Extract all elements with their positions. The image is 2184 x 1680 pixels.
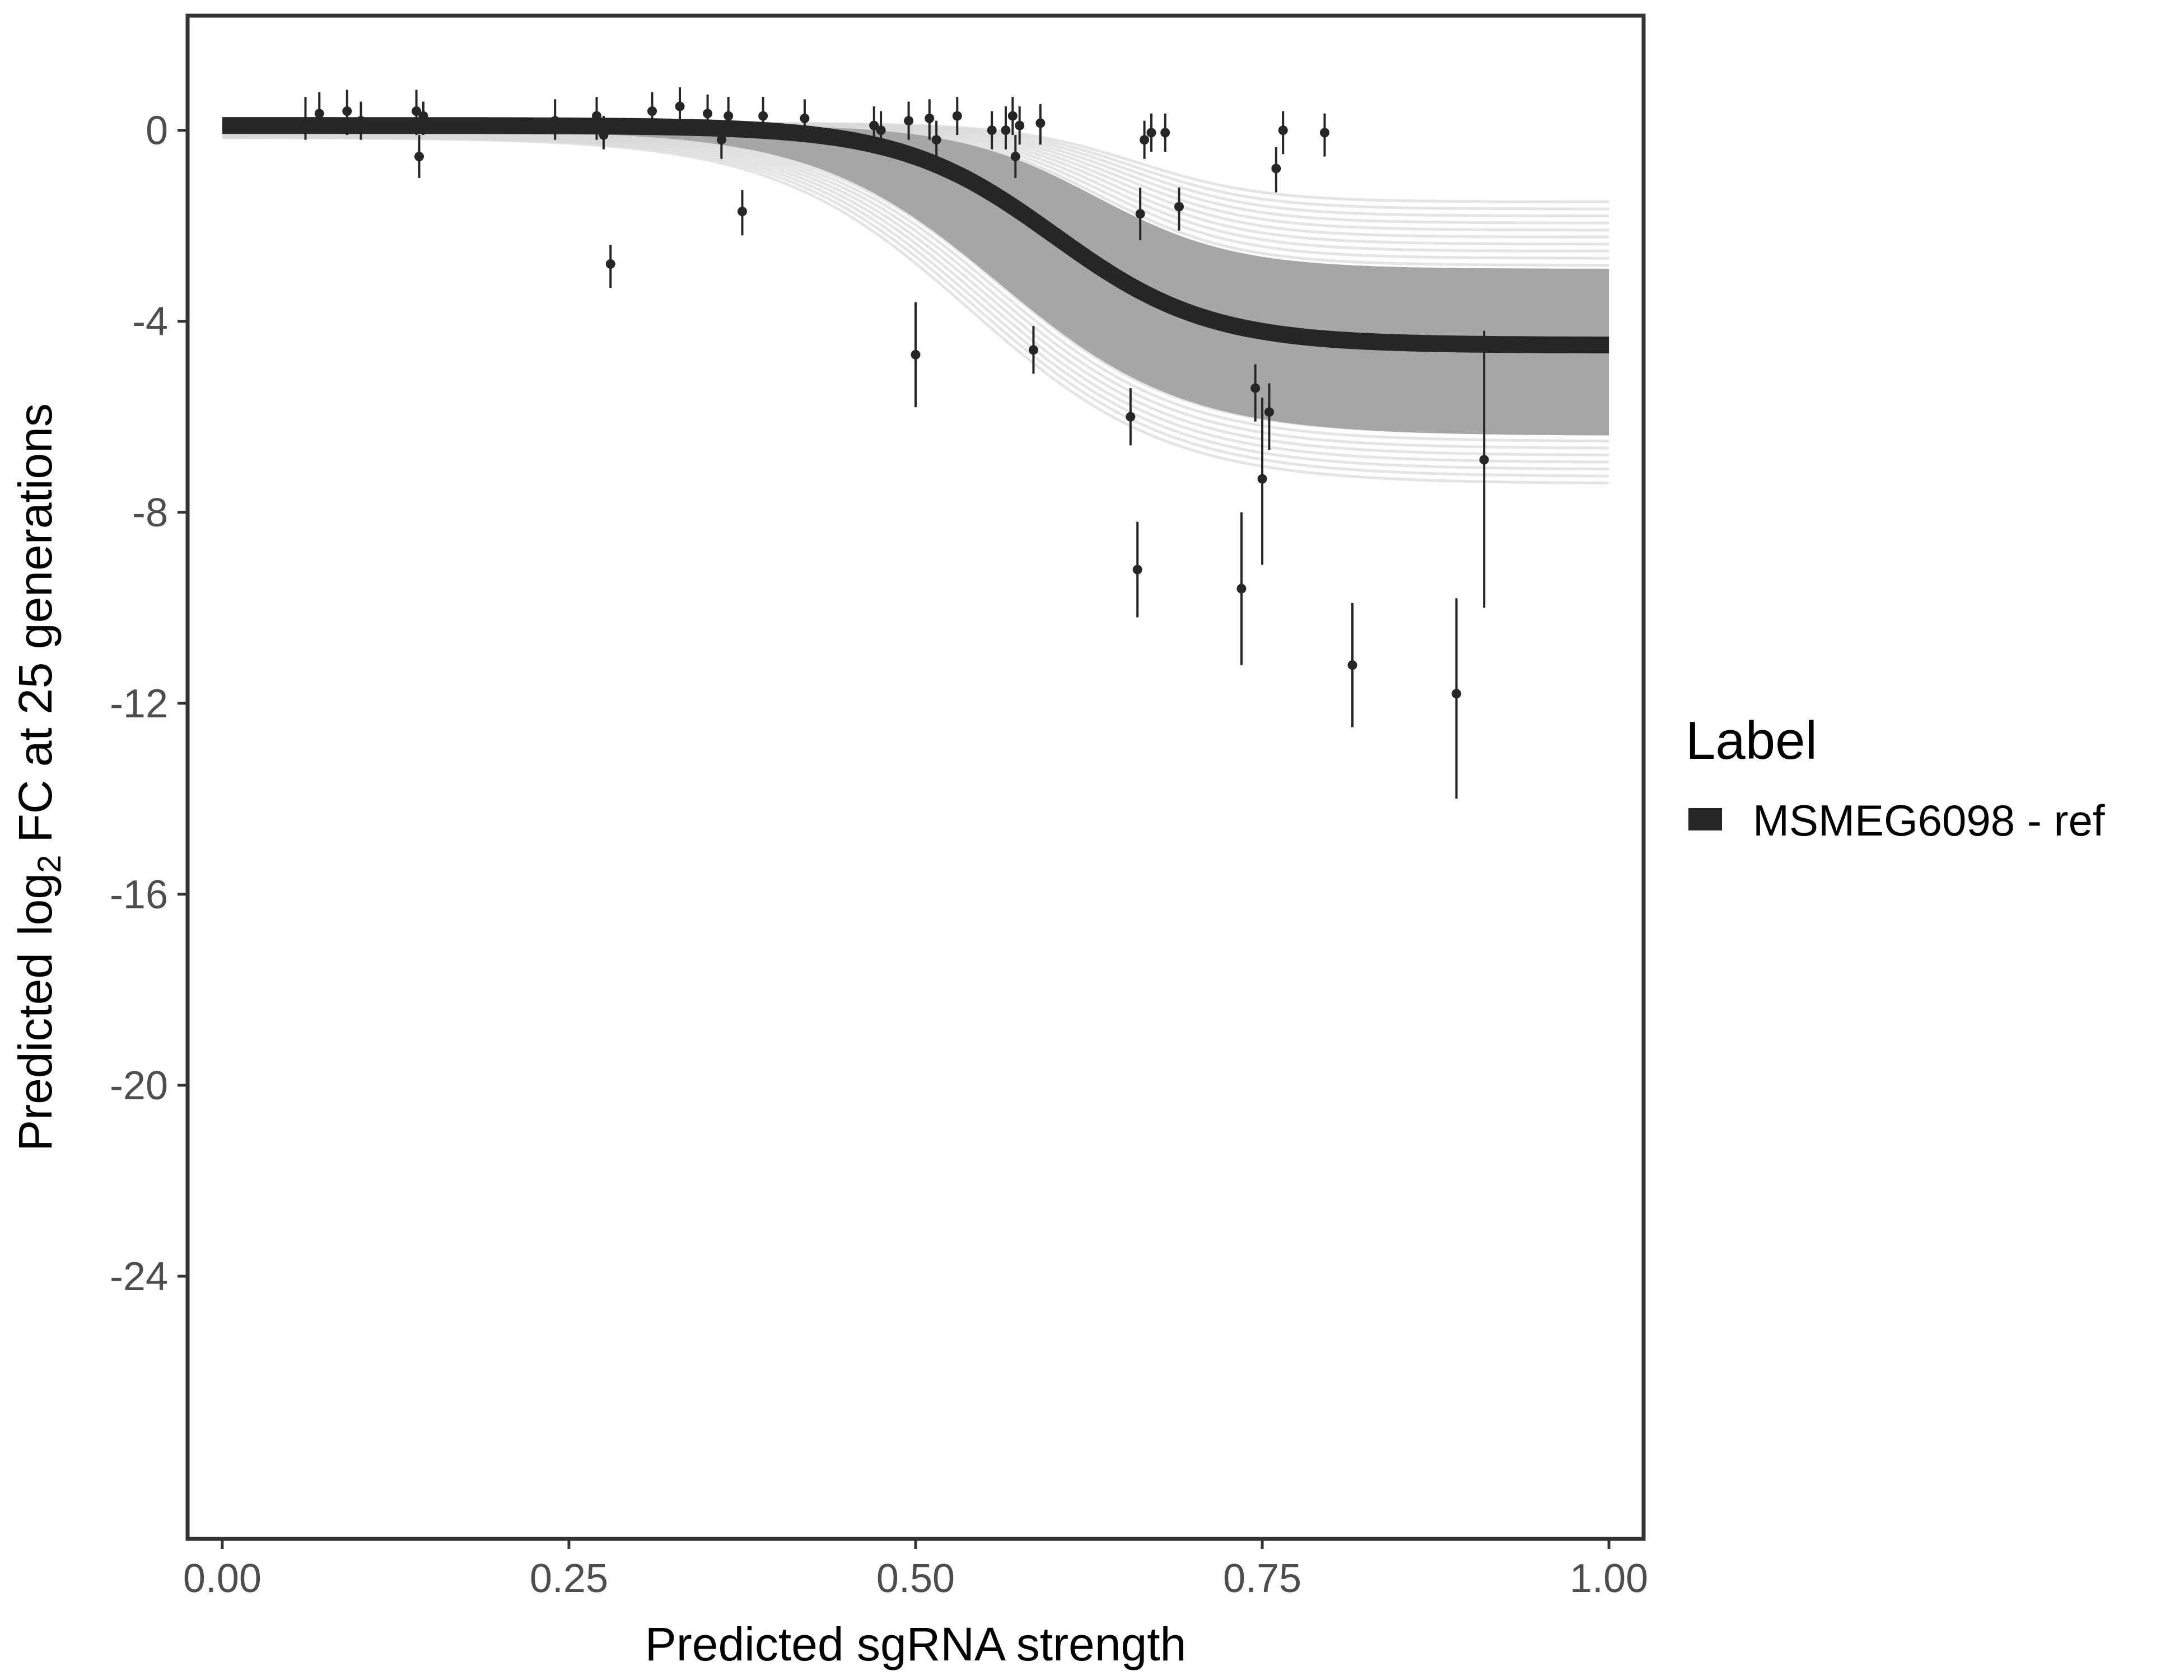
data-point — [931, 135, 941, 145]
y-tick-label: -16 — [110, 872, 168, 917]
data-point — [1250, 383, 1261, 393]
data-point — [1257, 474, 1267, 484]
data-point — [724, 111, 734, 121]
data-point — [342, 106, 352, 116]
data-point — [591, 111, 601, 121]
legend-label: MSMEG6098 - ref — [1753, 796, 2105, 845]
data-point — [876, 125, 886, 136]
data-point — [758, 111, 768, 121]
x-tick-label: 0.75 — [1223, 1556, 1301, 1601]
y-tick-label: 0 — [146, 109, 168, 153]
data-point — [599, 130, 609, 140]
data-point — [300, 118, 310, 128]
y-axis: 0 -4 -8 -12 -16 -20 -24 — [110, 109, 188, 1299]
x-tick-label: 0.50 — [876, 1556, 955, 1601]
fit-line-layer — [222, 117, 1609, 353]
data-point — [987, 125, 997, 136]
x-tick-label: 0.25 — [530, 1556, 608, 1601]
data-point — [1319, 128, 1329, 138]
data-point — [1015, 120, 1025, 130]
data-point — [800, 113, 810, 123]
data-point — [1126, 412, 1136, 422]
data-point — [925, 113, 935, 123]
data-point — [414, 152, 424, 162]
data-point — [1160, 128, 1170, 138]
data-point — [418, 111, 428, 121]
x-tick-label: 1.00 — [1570, 1556, 1648, 1601]
data-point — [550, 116, 560, 126]
data-point — [952, 111, 962, 121]
data-point — [647, 106, 657, 116]
data-point — [1347, 660, 1357, 670]
y-tick-label: -4 — [132, 300, 168, 344]
data-point — [412, 106, 422, 116]
y-axis-title: Predictedlog2FC at 25 generations — [9, 403, 68, 1151]
x-tick-label: 0.00 — [183, 1556, 262, 1601]
data-point — [869, 120, 879, 130]
data-point — [703, 109, 713, 119]
data-point — [1174, 202, 1184, 212]
x-axis-title: Predicted sgRNA strength — [645, 1618, 1187, 1670]
legend-title: Label — [1686, 711, 1817, 771]
x-axis: 0.00 0.25 0.50 0.75 1.00 — [183, 1539, 1648, 1601]
data-point — [1132, 564, 1142, 575]
data-point — [605, 259, 615, 269]
data-point — [675, 101, 685, 111]
data-point — [1264, 407, 1274, 417]
data-point — [1001, 125, 1011, 136]
data-point — [716, 135, 726, 145]
data-point — [737, 207, 747, 217]
data-point — [1010, 152, 1020, 162]
data-point — [356, 116, 366, 126]
data-point — [1007, 111, 1018, 121]
data-point — [314, 109, 324, 119]
data-points — [300, 87, 1489, 799]
data-point — [1236, 584, 1247, 594]
y-tick-label: -20 — [110, 1063, 168, 1108]
data-point — [1278, 125, 1288, 136]
data-point — [904, 116, 914, 126]
y-tick-label: -24 — [110, 1254, 168, 1299]
legend-key — [1688, 808, 1722, 830]
y-tick-label: -8 — [132, 491, 168, 535]
posterior-draw — [222, 136, 1609, 485]
data-point — [911, 349, 921, 360]
fit-line — [222, 117, 1609, 353]
posterior-band-core — [222, 124, 1609, 436]
legend: Label MSMEG6098 - ref — [1686, 711, 2105, 845]
data-point — [1452, 689, 1462, 699]
y-tick-label: -12 — [110, 682, 168, 726]
data-point — [1479, 455, 1489, 465]
data-point — [1146, 128, 1156, 138]
data-point — [1028, 345, 1038, 355]
data-point — [1271, 164, 1281, 174]
data-point — [1035, 118, 1046, 128]
data-point — [1140, 135, 1150, 145]
data-point — [1135, 209, 1145, 219]
